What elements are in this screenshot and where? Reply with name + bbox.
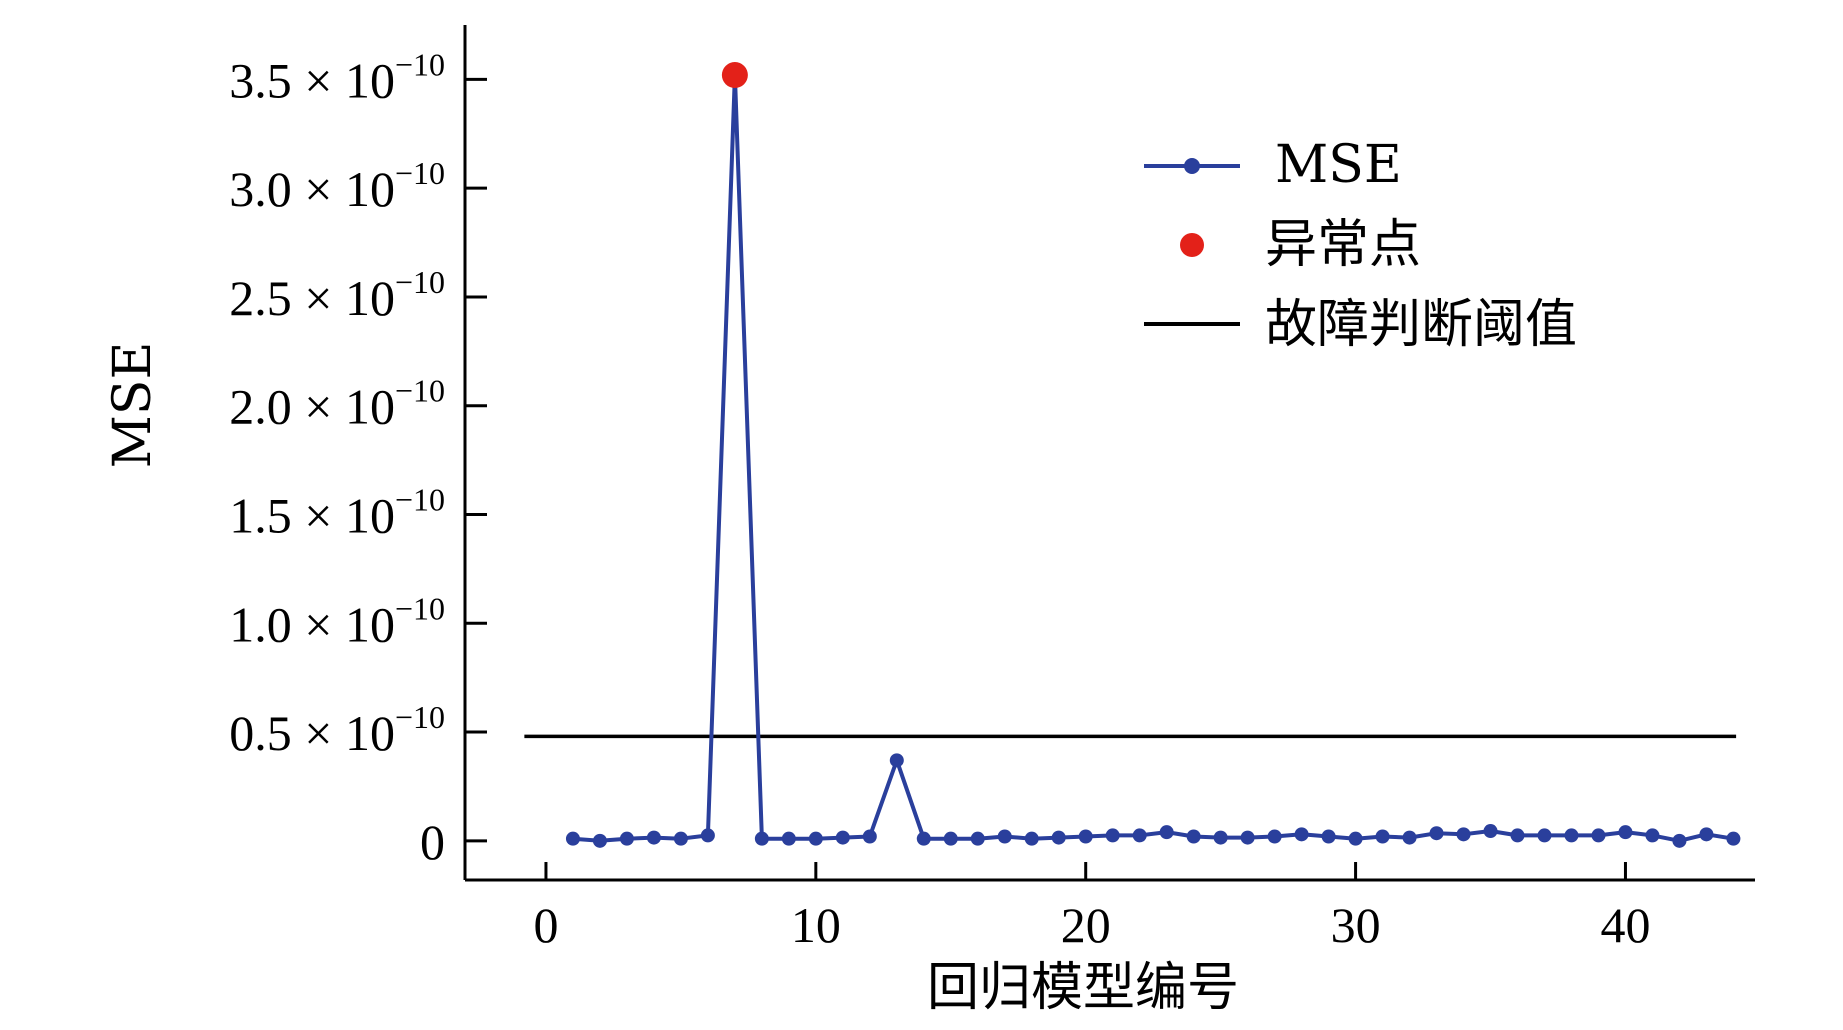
mse-point [889, 753, 904, 768]
mse-point [1186, 829, 1201, 844]
x-tick-label: 20 [1061, 897, 1111, 953]
mse-point [1591, 828, 1606, 843]
mse-point [700, 828, 715, 843]
legend-mse-marker [1184, 158, 1200, 174]
mse-point [1456, 827, 1471, 842]
x-tick-label: 30 [1331, 897, 1381, 953]
mse-point [1375, 829, 1390, 844]
mse-point [1321, 829, 1336, 844]
mse-point [565, 831, 580, 846]
mse-point [1240, 830, 1255, 845]
mse-point [1672, 833, 1687, 848]
y-tick-label: 0 [420, 814, 445, 870]
y-tick-label: 0.5 × 10−10 [229, 699, 445, 761]
mse-point [1564, 828, 1579, 843]
mse-point [1132, 828, 1147, 843]
anomaly-point [721, 62, 748, 89]
legend-threshold-label: 故障判断阈值 [1265, 295, 1577, 355]
mse-series-line [572, 73, 1734, 843]
y-tick-label: 2.5 × 10−10 [229, 264, 445, 326]
y-tick-label: 3.0 × 10−10 [229, 155, 445, 217]
mse-point [1267, 829, 1282, 844]
legend-mse-label: MSE [1275, 135, 1402, 195]
mse-point [754, 831, 769, 846]
mse-point [997, 829, 1012, 844]
mse-point [1429, 826, 1444, 841]
mse-point [1105, 828, 1120, 843]
mse-point [1402, 830, 1417, 845]
ticks-layer: 0 10 20 30 40 0 0.5 × 10−10 1.0 × 10−10 1.5 × 10… [229, 46, 1650, 953]
x-tick-label: 40 [1600, 897, 1650, 953]
mse-point [673, 831, 688, 846]
y-tick-label: 1.5 × 10−10 [229, 482, 445, 544]
mse-point [1510, 828, 1525, 843]
mse-point [1051, 830, 1066, 845]
mse-point [1159, 825, 1174, 840]
legend: MSE 异常点 故障判断阈值 [1144, 135, 1577, 355]
y-axis-title: MSE [103, 342, 163, 469]
legend-anomaly-marker [1180, 233, 1204, 257]
legend-anomaly-label: 异常点 [1265, 215, 1421, 275]
mse-point [835, 830, 850, 845]
mse-point [1618, 825, 1633, 840]
y-tick-label: 3.5 × 10−10 [229, 46, 445, 108]
x-axis-title: 回归模型编号 [927, 958, 1239, 1018]
mse-point [1645, 828, 1660, 843]
mse-point [619, 831, 634, 846]
mse-point [1699, 827, 1714, 842]
mse-point [808, 831, 823, 846]
axes [463, 25, 1755, 882]
mse-point [943, 831, 958, 846]
mse-point [1348, 831, 1363, 846]
mse-point [916, 831, 931, 846]
x-tick-label: 10 [791, 897, 841, 953]
mse-point [1537, 828, 1552, 843]
mse-point [646, 830, 661, 845]
series-layer [565, 62, 1741, 848]
y-tick-label: 1.0 × 10−10 [229, 590, 445, 652]
y-tick-label: 2.0 × 10−10 [229, 373, 445, 435]
mse-point [781, 831, 796, 846]
x-tick-label: 0 [533, 897, 558, 953]
mse-point [862, 829, 877, 844]
mse-point [1294, 827, 1309, 842]
mse-point [1078, 829, 1093, 844]
mse-point [970, 831, 985, 846]
mse-point [1483, 824, 1498, 839]
mse-point [1726, 831, 1741, 846]
mse-point [1213, 830, 1228, 845]
mse-point [1024, 831, 1039, 846]
mse-point [592, 833, 607, 848]
